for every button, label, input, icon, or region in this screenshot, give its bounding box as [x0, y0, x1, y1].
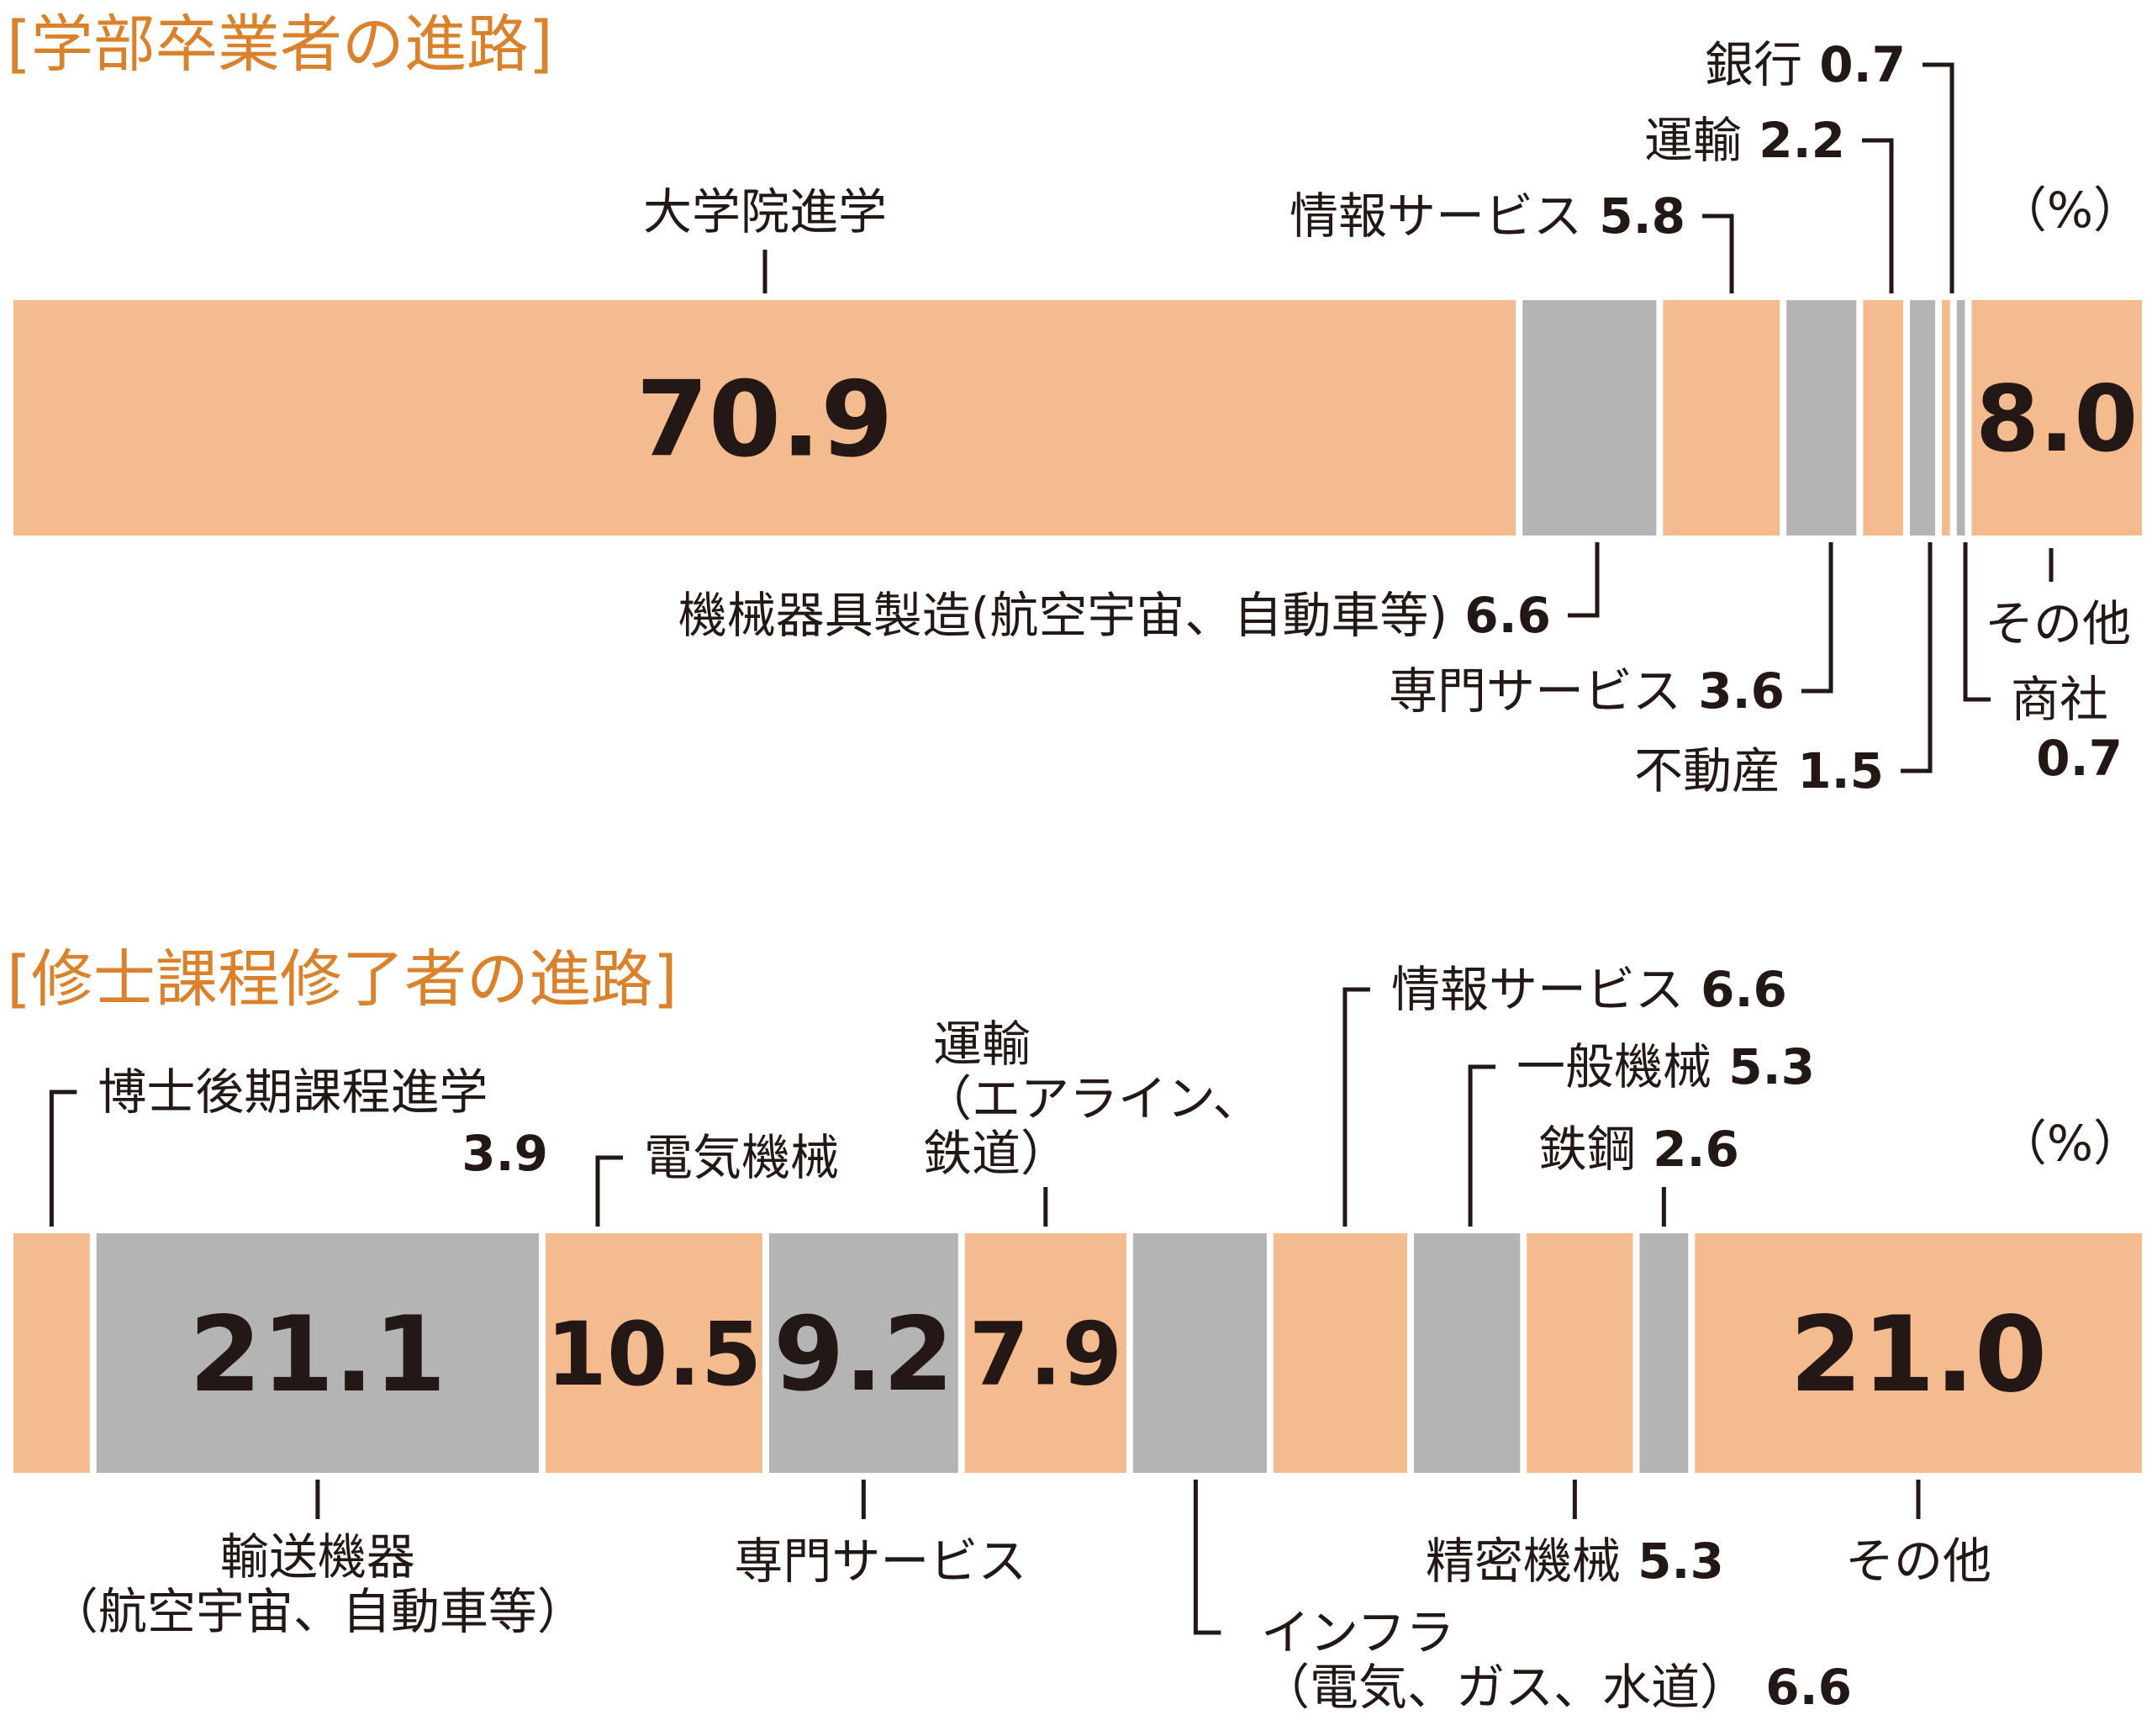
- leader-line: [1923, 62, 1954, 293]
- segment-label: （航空宇宙、自動車等）: [50, 1583, 586, 1640]
- bar-segment: [1956, 300, 1965, 536]
- data-label: 10.5: [546, 1303, 762, 1406]
- segment-label: 専門サービス 3.6: [1389, 662, 1785, 720]
- bar-segment: [1863, 300, 1904, 536]
- bar-segment: [768, 1233, 958, 1473]
- segment-label: 電気機械: [644, 1129, 839, 1186]
- bar-segment: [13, 1233, 90, 1473]
- segment-label: 輸送機器: [220, 1528, 415, 1586]
- bar-segment: [1273, 1233, 1408, 1473]
- segment-label: その他: [1985, 595, 2131, 652]
- bar-segment: [1786, 300, 1857, 536]
- bar-segment: [13, 300, 1516, 536]
- segment-label: 鉄道）: [923, 1125, 1069, 1182]
- data-label: 7.9: [969, 1305, 1122, 1406]
- segment-label: 銀行 0.7: [1705, 36, 1906, 93]
- segment-label: 情報サービス 5.8: [1290, 187, 1685, 245]
- segment-label: 精密機械 5.3: [1426, 1533, 1724, 1590]
- chart-title: [修士課程修了者の進路]: [7, 943, 678, 1016]
- leader-line: [1862, 138, 1894, 293]
- data-label: 8.0: [1975, 366, 2138, 472]
- segment-label: 商社: [2011, 671, 2108, 728]
- data-label: 21.1: [189, 1295, 446, 1416]
- segment-label: 運輸: [933, 1016, 1031, 1073]
- bar-segment: [1522, 300, 1657, 536]
- leader-line: [595, 1155, 623, 1227]
- segment-label: 不動産 1.5: [1634, 742, 1884, 799]
- bar-segment: [1663, 300, 1780, 536]
- leader-line: [1901, 542, 1933, 773]
- leader-line: [1801, 542, 1833, 694]
- segment-label: 0.7: [2036, 730, 2123, 787]
- segment-label: 情報サービス 6.6: [1391, 961, 1787, 1018]
- bar-segment: [1971, 300, 2142, 536]
- leader-line: [1193, 1480, 1221, 1635]
- segment-label: （エアライン、: [923, 1070, 1262, 1127]
- data-label: 21.0: [1790, 1295, 2047, 1416]
- bar-segment: [1941, 300, 1950, 536]
- bar-segment: [1910, 300, 1935, 536]
- leader-line: [49, 1090, 77, 1227]
- segment-label: 大学院進学: [643, 183, 887, 240]
- segment-label: インフラ: [1261, 1604, 1454, 1661]
- data-label: 9.2: [773, 1295, 953, 1414]
- segment-label: 運輸 2.2: [1644, 112, 1845, 169]
- data-label: 70.9: [636, 360, 894, 481]
- segment-label: 機械器具製造(航空宇宙、自動車等) 6.6: [678, 587, 1551, 644]
- bar-segment: [1639, 1233, 1689, 1473]
- bar-segment: [546, 1233, 762, 1473]
- segment-label: 3.9: [462, 1125, 548, 1182]
- segment-label: 一般機械 5.3: [1516, 1038, 1815, 1095]
- segment-label: 専門サービス: [734, 1533, 1026, 1590]
- bar-segment: [1132, 1233, 1267, 1473]
- unit-label: （%）: [1998, 1115, 2142, 1172]
- segment-label: （電気、ガス、水道） 6.6: [1261, 1659, 1852, 1716]
- bar-segment: [1414, 1233, 1521, 1473]
- leader-line: [1468, 1064, 1496, 1227]
- segment-label: 鉄鋼 2.6: [1538, 1121, 1739, 1178]
- segment-label: その他: [1845, 1533, 1991, 1590]
- chart-title: [学部卒業者の進路]: [7, 8, 553, 81]
- unit-label: （%）: [1998, 182, 2142, 239]
- bar-segment: [1527, 1233, 1633, 1473]
- leader-line: [1342, 987, 1370, 1227]
- segment-label: 博士後期課程進学: [98, 1063, 488, 1121]
- leader-line: [1702, 214, 1734, 293]
- bar-segment: [1695, 1233, 2142, 1473]
- bar-segment: [964, 1233, 1126, 1473]
- leader-line: [1568, 542, 1600, 618]
- bar-segment: [96, 1233, 540, 1473]
- leader-line: [1963, 542, 1991, 702]
